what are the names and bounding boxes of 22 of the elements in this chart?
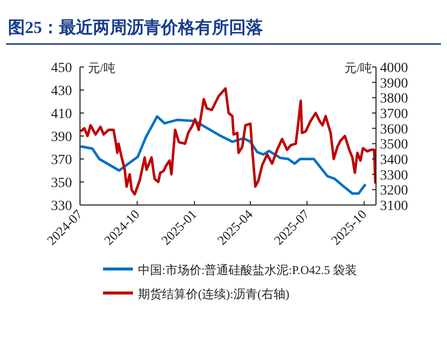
y2-tick-label: 3100 bbox=[380, 199, 408, 214]
y-axis-title: 元/吨 bbox=[88, 61, 116, 75]
y-tick-label: 450 bbox=[51, 61, 72, 76]
y2-tick-label: 3800 bbox=[380, 92, 408, 107]
y-tick-label: 370 bbox=[51, 153, 72, 168]
y-tick-label: 330 bbox=[51, 199, 72, 214]
y2-tick-label: 3600 bbox=[380, 122, 408, 138]
y-tick-label: 390 bbox=[51, 130, 72, 145]
y-tick-label: 430 bbox=[51, 84, 72, 99]
y2-axis-title: 元/吨 bbox=[344, 61, 372, 75]
y2-tick-label: 3500 bbox=[380, 138, 408, 153]
y2-tick-label: 3900 bbox=[380, 76, 408, 92]
y-tick-label: 350 bbox=[51, 176, 72, 191]
y2-tick-label: 3300 bbox=[380, 168, 408, 184]
legend-label: 中国:市场价:普通硅酸盐水泥:P.O42.5 袋装 bbox=[138, 263, 358, 277]
y2-tick-label: 4000 bbox=[380, 61, 408, 76]
y2-tick-label: 3700 bbox=[380, 107, 408, 122]
y-tick-label: 410 bbox=[51, 107, 72, 122]
legend-label: 期货结算价(连续):沥青(右轴) bbox=[138, 287, 290, 301]
y2-tick-label: 3400 bbox=[380, 153, 408, 168]
y2-tick-label: 3200 bbox=[380, 184, 408, 199]
title: 图25：最近两周沥青价格有所回落 bbox=[8, 18, 263, 37]
